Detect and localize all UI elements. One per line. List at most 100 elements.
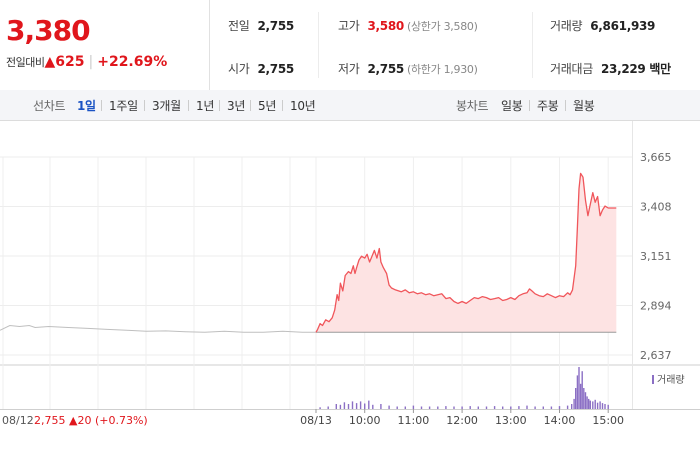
prev-day-line: [0, 324, 316, 333]
volume-bar: [364, 403, 366, 409]
tab-1day[interactable]: 1일: [77, 99, 96, 113]
volume-bar: [477, 406, 479, 409]
tab-1week[interactable]: 1주일: [109, 99, 138, 113]
tab-weekly-candle[interactable]: 주봉: [537, 99, 559, 113]
divider: [250, 100, 251, 111]
volume-bar: [339, 404, 342, 409]
volume-bar: [581, 371, 583, 409]
stat-label: 거래량: [550, 19, 583, 33]
volume-bar: [343, 402, 346, 409]
change-label: 전일대비: [6, 56, 45, 69]
divider: [101, 100, 102, 111]
volume-bar: [351, 401, 354, 409]
divider: |: [88, 54, 94, 70]
chart-tab-bar: 선차트 1일 1주일 3개월 1년 3년 5년 10년 봉차트 일봉 주봉 월봉: [0, 90, 700, 121]
volume-bar: [604, 404, 606, 409]
line-chart-header: 선차트: [33, 99, 66, 113]
stat-value: 23,229 백만: [600, 62, 671, 76]
volume-bar: [327, 406, 329, 409]
y-axis: 3,665 3,408 3,151 2,894 2,637: [640, 151, 672, 362]
volume-bar: [368, 400, 370, 409]
volume-bar: [437, 406, 439, 409]
x-tick-label: 14:00: [544, 414, 576, 427]
prev-day-info: 08/12 2,755 ▲20 (+0.73%): [2, 414, 148, 427]
volume-bar: [359, 401, 362, 409]
stat-value: 2,755: [257, 19, 294, 33]
volume-bar: [575, 388, 577, 409]
volume-legend-label: 거래량: [657, 374, 685, 386]
divider: [532, 12, 533, 78]
stat-high: 고가 3,580 (상한가 3,580): [338, 17, 478, 34]
x-tick-label: 12:00: [446, 414, 478, 427]
stat-value: 2,755: [257, 62, 294, 76]
volume-bar: [579, 383, 582, 409]
volume-bars: [319, 367, 609, 409]
change-amount: 625: [55, 54, 85, 70]
volume-bar: [388, 405, 390, 409]
volume-bar: [412, 405, 415, 409]
volume-bar: [571, 404, 573, 409]
tab-3years[interactable]: 3년: [227, 99, 246, 113]
x-tick-label: 10:00: [349, 414, 381, 427]
volume-bar: [576, 375, 579, 409]
stat-sub: (상한가 3,580): [406, 20, 478, 33]
volume-bar: [319, 407, 321, 409]
price-change: 전일대비▲625 | +22.69%: [6, 54, 167, 70]
tab-10years[interactable]: 10년: [290, 99, 316, 113]
tab-daily-candle[interactable]: 일봉: [501, 99, 523, 113]
volume-legend-swatch: [652, 375, 654, 384]
volume-bar: [588, 398, 590, 409]
volume-bar: [493, 406, 496, 409]
divider: [565, 100, 566, 111]
volume-bar: [550, 406, 553, 409]
volume-bar: [420, 406, 423, 409]
prev-day-series: [0, 324, 316, 333]
current-price: 3,380: [6, 14, 91, 47]
stat-prev-close: 전일 2,755: [228, 17, 294, 34]
stat-low: 저가 2,755 (하한가 1,930): [338, 60, 478, 77]
x-tick-label: 13:00: [495, 414, 527, 427]
divider: [282, 100, 283, 111]
tab-5years[interactable]: 5년: [258, 99, 277, 113]
stats-panel: 전일 2,755 시가 2,755 고가 3,580 (상한가 3,580) 저가 2,7…: [210, 0, 700, 90]
price-box: 3,380 전일대비▲625 | +22.69%: [0, 0, 210, 90]
stat-value: 2,755: [367, 62, 404, 76]
divider: [219, 100, 220, 111]
quote-header: 3,380 전일대비▲625 | +22.69% 전일 2,755 시가 2,755 고…: [0, 0, 700, 91]
stat-volume: 거래량 6,861,939: [550, 17, 655, 34]
volume-bar: [518, 406, 520, 409]
prev-day-note: 2,755 ▲20 (+0.73%): [34, 414, 148, 427]
tab-3months[interactable]: 3개월: [152, 99, 181, 113]
y-tick-label: 3,408: [640, 201, 672, 214]
volume-bar: [510, 406, 512, 409]
stat-label: 고가: [338, 19, 360, 33]
x-tick-label: 15:00: [592, 414, 624, 427]
volume-bar: [347, 404, 350, 409]
volume-bar: [453, 406, 455, 409]
y-tick-label: 3,665: [640, 151, 672, 164]
volume-bar: [589, 400, 591, 409]
divider: [529, 100, 530, 111]
stat-label: 전일: [228, 19, 250, 33]
stat-value: 6,861,939: [590, 19, 656, 33]
candle-chart-header: 봉차트: [456, 99, 489, 113]
price-area: [316, 173, 617, 333]
tab-1year[interactable]: 1년: [196, 99, 215, 113]
volume-bar: [594, 399, 596, 409]
volume-bar: [601, 403, 604, 409]
stat-label: 거래대금: [550, 62, 593, 76]
volume-bar: [596, 402, 599, 409]
chart-area: 3,665 3,408 3,151 2,894 2,637 08/13 10:00 11:0…: [0, 121, 700, 450]
x-axis: 08/13 10:00 11:00 12:00 13:00 14:00 15:00: [300, 409, 624, 427]
y-tick-label: 2,894: [640, 300, 672, 313]
stat-sub: (하한가 1,930): [406, 63, 478, 76]
grid: [0, 121, 700, 410]
stat-label: 시가: [228, 62, 250, 76]
volume-bar: [428, 406, 431, 409]
tab-monthly-candle[interactable]: 월봉: [573, 99, 595, 113]
price-chart: 3,665 3,408 3,151 2,894 2,637 08/13 10:00 11:0…: [0, 121, 700, 427]
divider: [188, 100, 189, 111]
x-tick-label: 08/13: [300, 414, 332, 427]
volume-bar: [578, 367, 580, 409]
volume-bar: [335, 404, 337, 409]
